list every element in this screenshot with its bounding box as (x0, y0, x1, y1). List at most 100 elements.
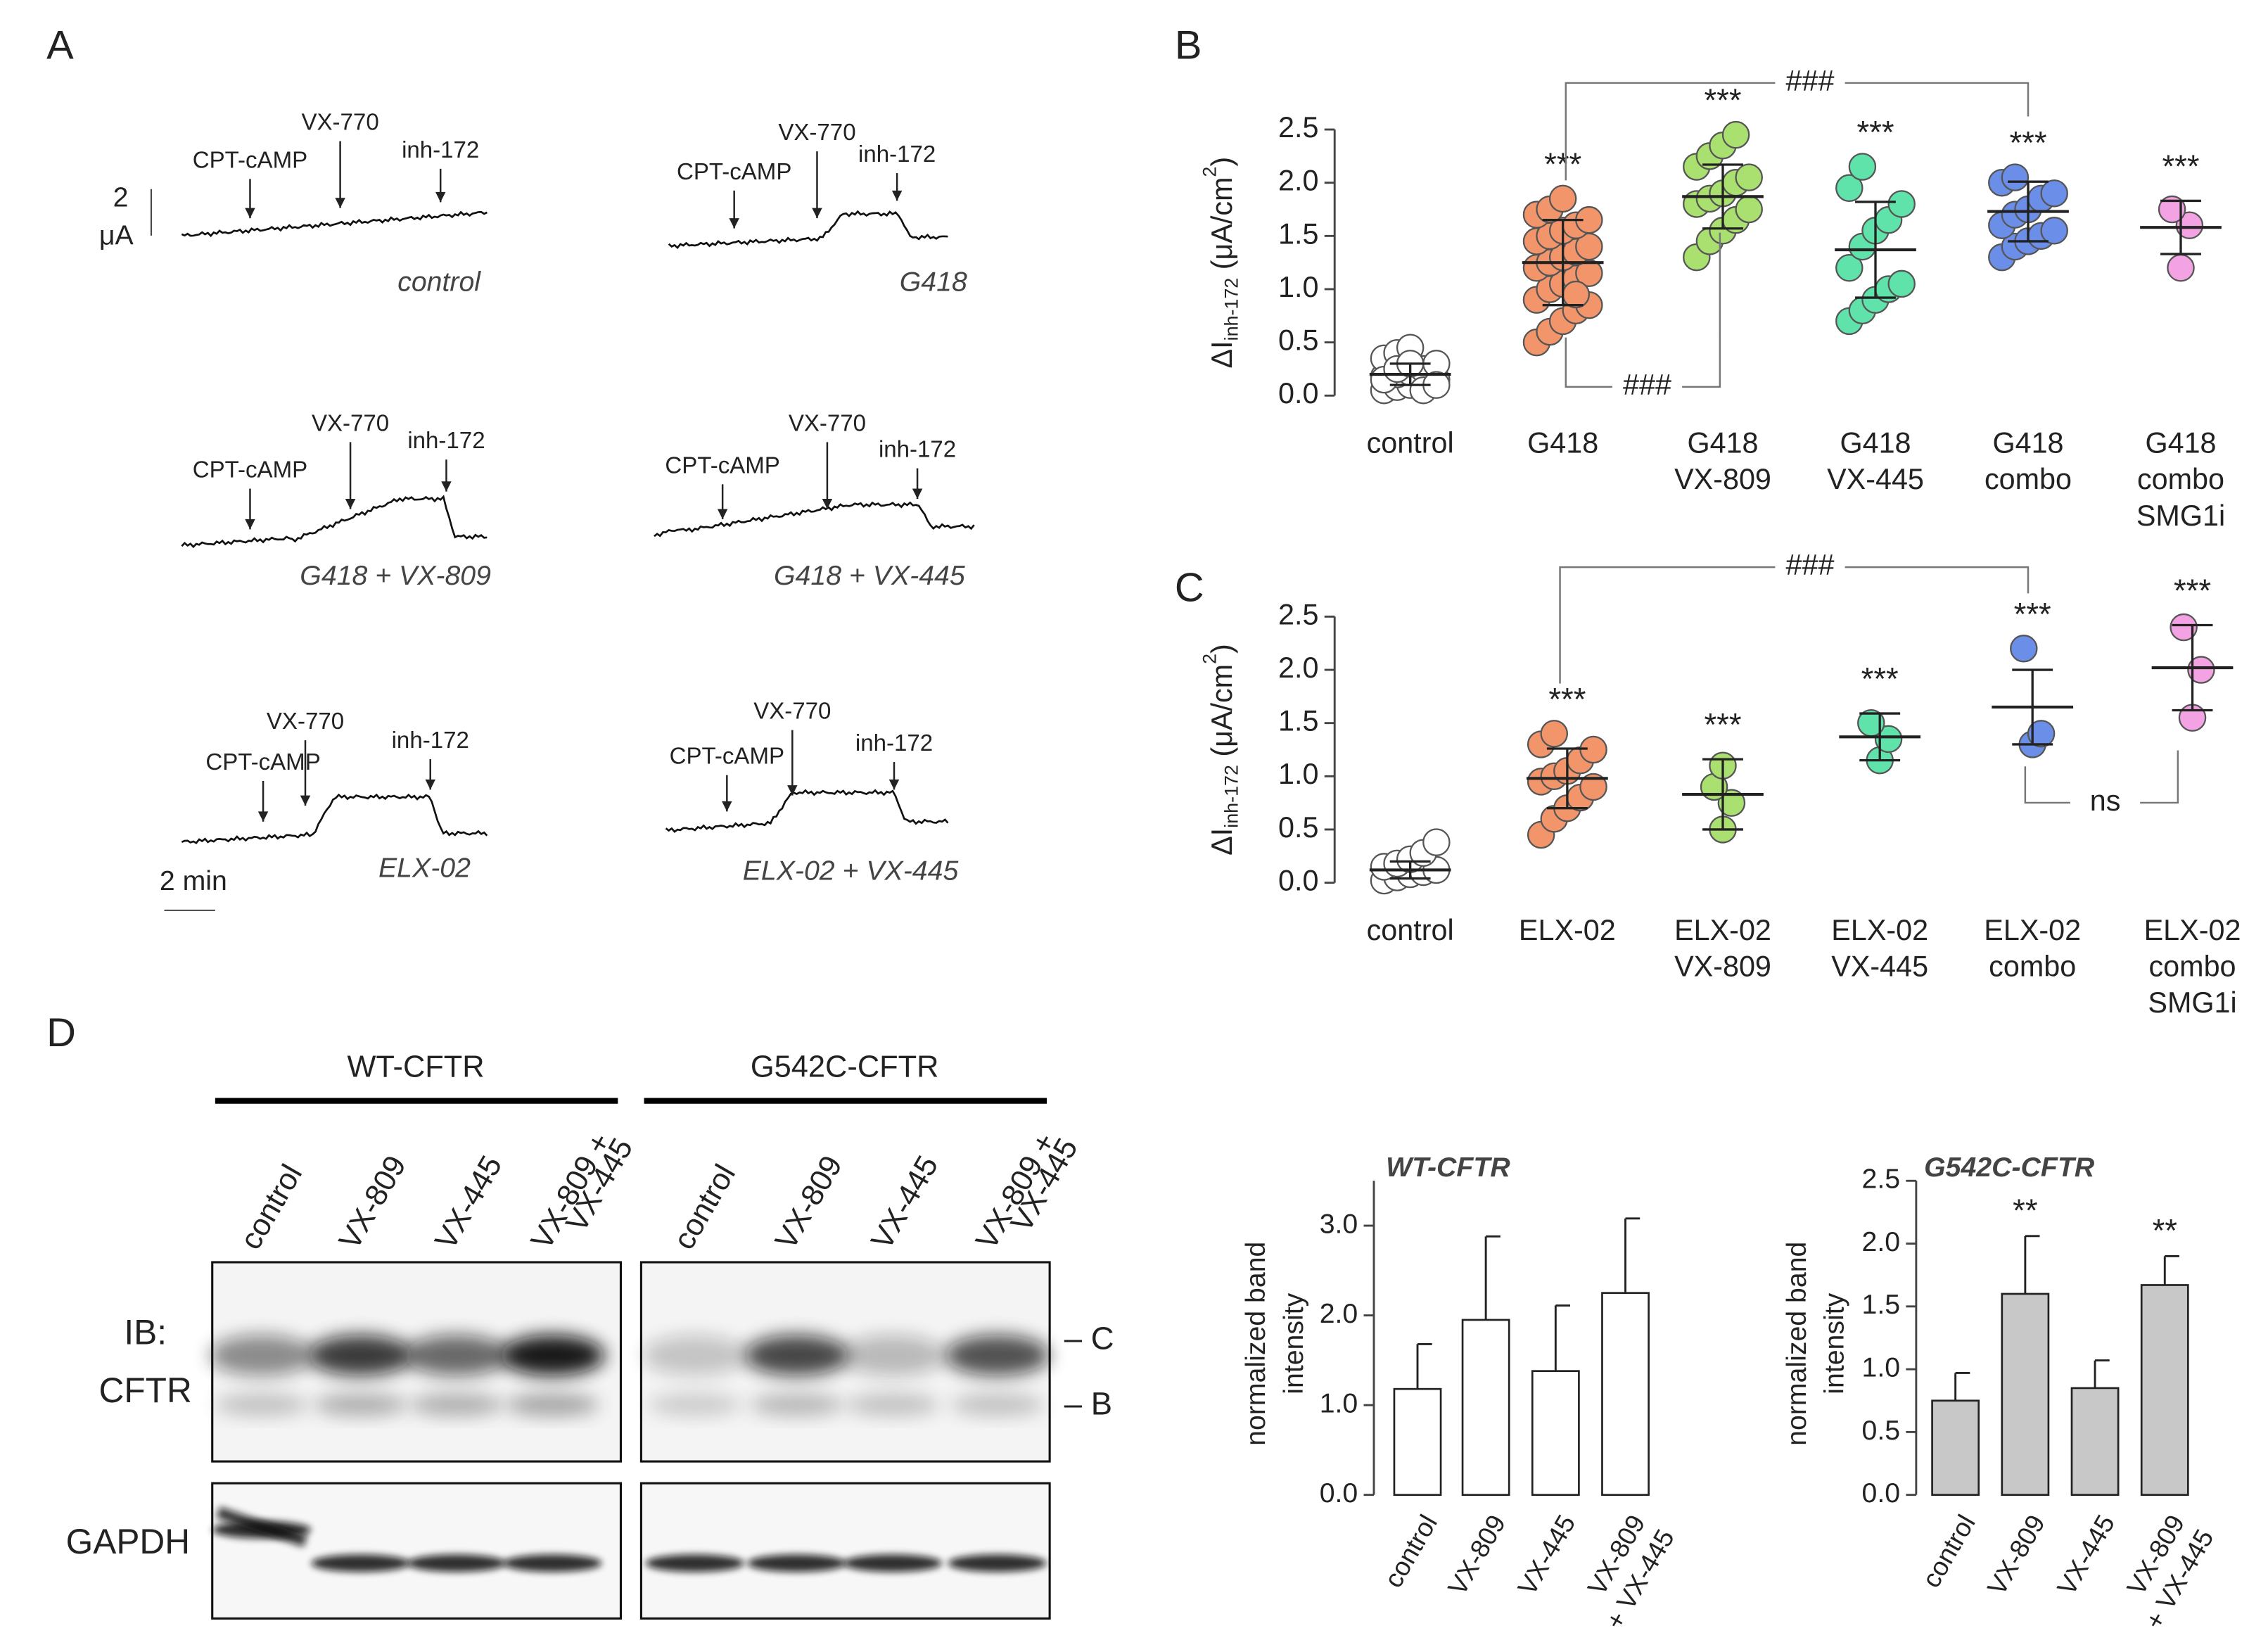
arrow-head (245, 208, 255, 219)
arrow-head (335, 198, 345, 208)
event-label: VX-770 (753, 699, 831, 725)
current-trace (181, 793, 488, 844)
arrow-head (888, 779, 900, 790)
bar (2070, 1387, 2120, 1497)
y-tick-label: 1.0 (1278, 271, 1318, 303)
y-axis-label-part: ) (1206, 644, 1238, 654)
event-label: inh-172 (392, 727, 469, 754)
y-axis-label-part: (μA/cm (1206, 664, 1238, 765)
event-label: inh-172 (402, 137, 479, 163)
y-tick-label: 0.0 (1320, 1478, 1358, 1508)
y-axis-label: ΔIinh-172 (μA/cm2) (1199, 157, 1242, 369)
x-tick-label: control (1367, 914, 1454, 946)
data-point (1887, 269, 1916, 298)
band-c (840, 1335, 945, 1376)
event-label: CPT-cAMP (670, 744, 784, 770)
y-axis-label: normalized band (1781, 1242, 1812, 1446)
trace-name: G418 + VX-809 (300, 560, 491, 591)
bar (1601, 1292, 1650, 1497)
y-tick-label: 2.0 (1320, 1298, 1358, 1329)
comparison-label: ### (1786, 549, 1835, 581)
y-axis-label-part: ) (1206, 157, 1238, 167)
gapdh-slant (216, 1506, 307, 1547)
y-tick-label: 0.0 (1862, 1478, 1901, 1508)
group-label: WT-CFTR (347, 1050, 484, 1084)
arrow-head (812, 208, 822, 219)
event-label: CPT-cAMP (193, 457, 307, 483)
current-trace (181, 495, 488, 549)
x-tick-label: G418 (1687, 426, 1758, 459)
comparison-label: ns (2090, 784, 2121, 817)
ib-label: IB: (124, 1312, 167, 1352)
band-c (744, 1335, 849, 1376)
arrow-head (717, 509, 728, 519)
band-b (215, 1393, 309, 1417)
x-tick-label: control (1367, 426, 1454, 459)
y-axis-label-part: ΔI (1206, 828, 1238, 856)
trace-name: ELX-02 + VX-445 (743, 856, 959, 887)
arrow-head (245, 519, 255, 530)
x-tick-label: VX-809 (1674, 950, 1771, 982)
data-point (2040, 217, 2068, 245)
y-tick-label: 2.5 (1862, 1164, 1901, 1195)
band-b (846, 1393, 940, 1417)
panel-label: A (46, 23, 74, 68)
arrow-head (912, 488, 923, 499)
loading-label: GAPDH (66, 1522, 190, 1561)
y-tick-label: 1.5 (1278, 217, 1318, 250)
arrow-head (729, 218, 739, 229)
event-label: inh-172 (407, 428, 485, 454)
gapdh-band (948, 1554, 1047, 1572)
significance: *** (1704, 707, 1741, 743)
current-trace (654, 501, 975, 538)
bar (1931, 1399, 1980, 1497)
significance: *** (1856, 115, 1894, 151)
data-point (1562, 280, 1591, 309)
arrow-head (787, 785, 798, 796)
bar (1531, 1370, 1580, 1497)
data-point (1422, 828, 1451, 856)
arrow-head (822, 499, 833, 509)
data-point (1848, 153, 1877, 181)
event-label: inh-172 (858, 141, 936, 167)
data-point (1540, 720, 1569, 748)
y-tick-label: 3.0 (1320, 1208, 1358, 1239)
current-scale-unit: μA (99, 220, 134, 250)
y-axis-label-part: 2 (1199, 167, 1221, 177)
gapdh-band (503, 1554, 602, 1572)
significance: *** (1544, 146, 1581, 182)
significance: ** (2013, 1193, 2037, 1228)
event-label: CPT-cAMP (665, 452, 779, 478)
x-tick-label: G418 (1527, 426, 1598, 459)
gapdh-band (843, 1554, 943, 1572)
bar (2001, 1292, 2050, 1497)
trace-name: G418 (900, 267, 967, 298)
panel-label: D (46, 1010, 76, 1055)
event-label: CPT-cAMP (677, 159, 791, 185)
significance: *** (2014, 596, 2051, 632)
y-tick-label: 0.0 (1278, 865, 1318, 897)
gapdh-band (407, 1554, 507, 1572)
current-trace (665, 789, 949, 833)
data-point (1887, 190, 1916, 218)
bracket-label-bg (1775, 551, 1845, 583)
data-point (1579, 773, 1607, 801)
x-tick-label: SMG1i (2136, 500, 2225, 532)
data-point (1548, 184, 1577, 213)
significance: *** (2009, 125, 2046, 161)
event-label: inh-172 (879, 437, 956, 463)
trace-name: G418 + VX-445 (774, 560, 965, 591)
x-tick-label: ELX-02 (1674, 914, 1771, 946)
gapdh-band (311, 1554, 410, 1572)
y-tick-label: 1.5 (1862, 1289, 1901, 1320)
comparison-label: ### (1786, 65, 1835, 97)
x-tick-label: VX-445 (1827, 463, 1924, 495)
y-tick-label: 2.5 (1278, 111, 1318, 144)
y-tick-label: 2.0 (1862, 1226, 1901, 1257)
panel-label: B (1175, 23, 1202, 68)
significance: *** (2174, 573, 2211, 609)
panel-label: C (1175, 565, 1204, 610)
event-label: CPT-cAMP (205, 749, 320, 775)
